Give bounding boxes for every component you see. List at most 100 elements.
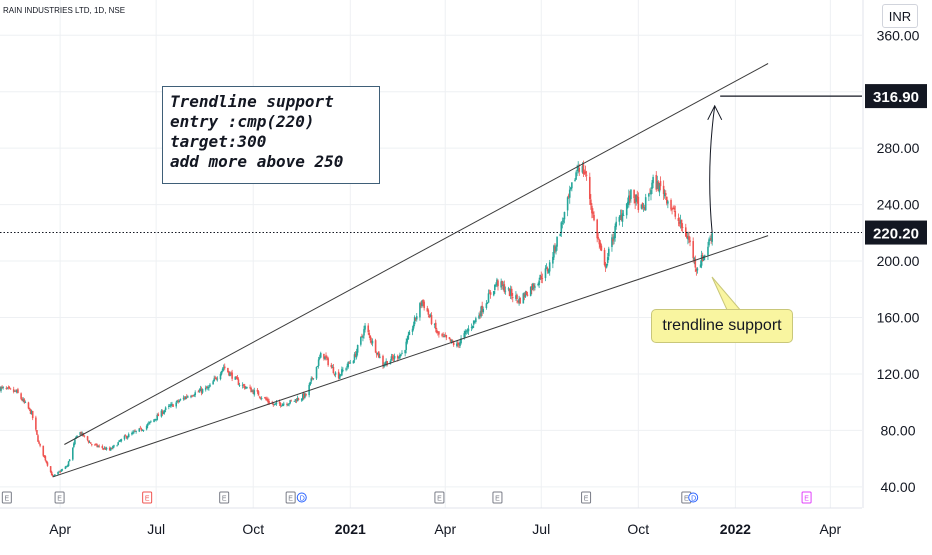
- candle-body: [309, 381, 311, 385]
- candle-body: [318, 357, 321, 359]
- candle-body: [108, 447, 111, 451]
- candle-body: [421, 300, 423, 307]
- candle-body: [636, 195, 639, 199]
- candle-body: [16, 390, 18, 393]
- candle-body: [680, 219, 683, 228]
- candle-body: [530, 286, 533, 291]
- earnings-marker[interactable]: [434, 491, 445, 504]
- currency-button[interactable]: INR: [882, 4, 918, 28]
- candle-body: [326, 357, 328, 359]
- candle-body: [139, 427, 142, 429]
- target-price-label-bg[interactable]: [865, 84, 927, 109]
- earnings-marker[interactable]: [54, 491, 65, 504]
- earnings-marker[interactable]: [801, 491, 812, 504]
- candle-body: [583, 171, 586, 174]
- time-tick-label: Jul: [147, 521, 165, 537]
- candle-body: [215, 378, 218, 380]
- candle-body: [399, 354, 401, 359]
- candle-body: [371, 340, 374, 344]
- trade-note-box[interactable]: Trendline support entry :cmp(220) target…: [162, 86, 380, 184]
- trendline-upper[interactable]: [64, 63, 769, 445]
- dividend-marker[interactable]: [688, 492, 699, 503]
- candle-body: [597, 237, 600, 239]
- current-price-label-bg[interactable]: [865, 220, 927, 245]
- candle-body: [591, 205, 593, 214]
- candle-body: [312, 378, 315, 380]
- candle-body: [518, 298, 520, 303]
- candle-body: [652, 177, 654, 184]
- candle-body: [238, 385, 241, 386]
- candle-body: [216, 378, 219, 380]
- candle-body: [472, 320, 475, 325]
- candle-body: [443, 336, 445, 337]
- candle-body: [603, 249, 606, 266]
- earnings-marker[interactable]: [581, 491, 592, 504]
- earnings-marker[interactable]: [492, 491, 503, 504]
- projection-arrow[interactable]: [709, 105, 716, 233]
- candle-body: [687, 237, 689, 240]
- candle-body: [198, 390, 201, 392]
- candle-body: [161, 411, 164, 415]
- candle-body: [194, 392, 196, 396]
- candle-body: [293, 400, 296, 402]
- candle-body: [582, 164, 585, 175]
- price-axis[interactable]: 40.00 80.00 120.00 160.00 200.00 240.00 280.00…: [862, 0, 927, 508]
- time-tick-label: 2022: [720, 521, 751, 537]
- candle-body: [643, 207, 646, 210]
- candle-body: [228, 371, 230, 376]
- price-tick-label: 120.00: [877, 366, 920, 382]
- candle-body: [408, 331, 411, 335]
- candle-body: [633, 189, 635, 199]
- candle-body: [693, 257, 696, 260]
- candle-body: [546, 268, 549, 272]
- candle-body: [681, 227, 684, 228]
- earnings-marker[interactable]: [142, 491, 153, 504]
- candle-body: [537, 283, 539, 286]
- candle-body: [221, 368, 224, 371]
- candle-body: [696, 268, 699, 271]
- candle-body: [131, 433, 133, 435]
- candle-body: [393, 355, 396, 359]
- candle-body: [27, 402, 30, 409]
- candle-body: [101, 446, 104, 449]
- candle-body: [707, 246, 709, 256]
- trendline-support-callout[interactable]: trendline support: [651, 309, 793, 343]
- candle-body: [658, 183, 661, 193]
- time-tick-label: Oct: [242, 521, 264, 537]
- earnings-marker[interactable]: [1, 491, 12, 504]
- candle-body: [116, 445, 118, 447]
- candle-body: [79, 432, 81, 435]
- candle-body: [83, 435, 86, 437]
- candle-body: [243, 385, 246, 389]
- earnings-marker[interactable]: [219, 491, 230, 504]
- candle-body: [503, 284, 506, 292]
- candle-body: [212, 381, 214, 385]
- candle-body: [677, 218, 680, 222]
- time-axis[interactable]: Apr Jul Oct 2021 Apr Jul Oct 2022 Apr: [0, 507, 862, 537]
- trendlines[interactable]: [0, 63, 862, 478]
- earnings-marker[interactable]: [285, 491, 296, 504]
- trendline-lower[interactable]: [52, 235, 769, 478]
- candle-body: [375, 353, 378, 355]
- candle-body: [383, 364, 385, 367]
- candle-body: [147, 422, 150, 424]
- candle-body: [61, 469, 64, 471]
- candle-body: [275, 402, 278, 405]
- candle-body: [68, 459, 71, 462]
- candle-body: [405, 341, 408, 350]
- candle-body: [230, 373, 232, 374]
- candle-body: [467, 328, 470, 332]
- target-price-label: 316.90: [873, 89, 919, 106]
- dividend-marker[interactable]: [296, 492, 307, 503]
- candle-body: [95, 444, 97, 445]
- candle-body: [38, 441, 40, 444]
- candle-body: [504, 290, 507, 292]
- candle-body: [134, 430, 136, 432]
- candle-body: [694, 258, 697, 268]
- candle-body: [688, 235, 690, 241]
- candle-body: [592, 211, 594, 215]
- candle-body: [553, 245, 555, 258]
